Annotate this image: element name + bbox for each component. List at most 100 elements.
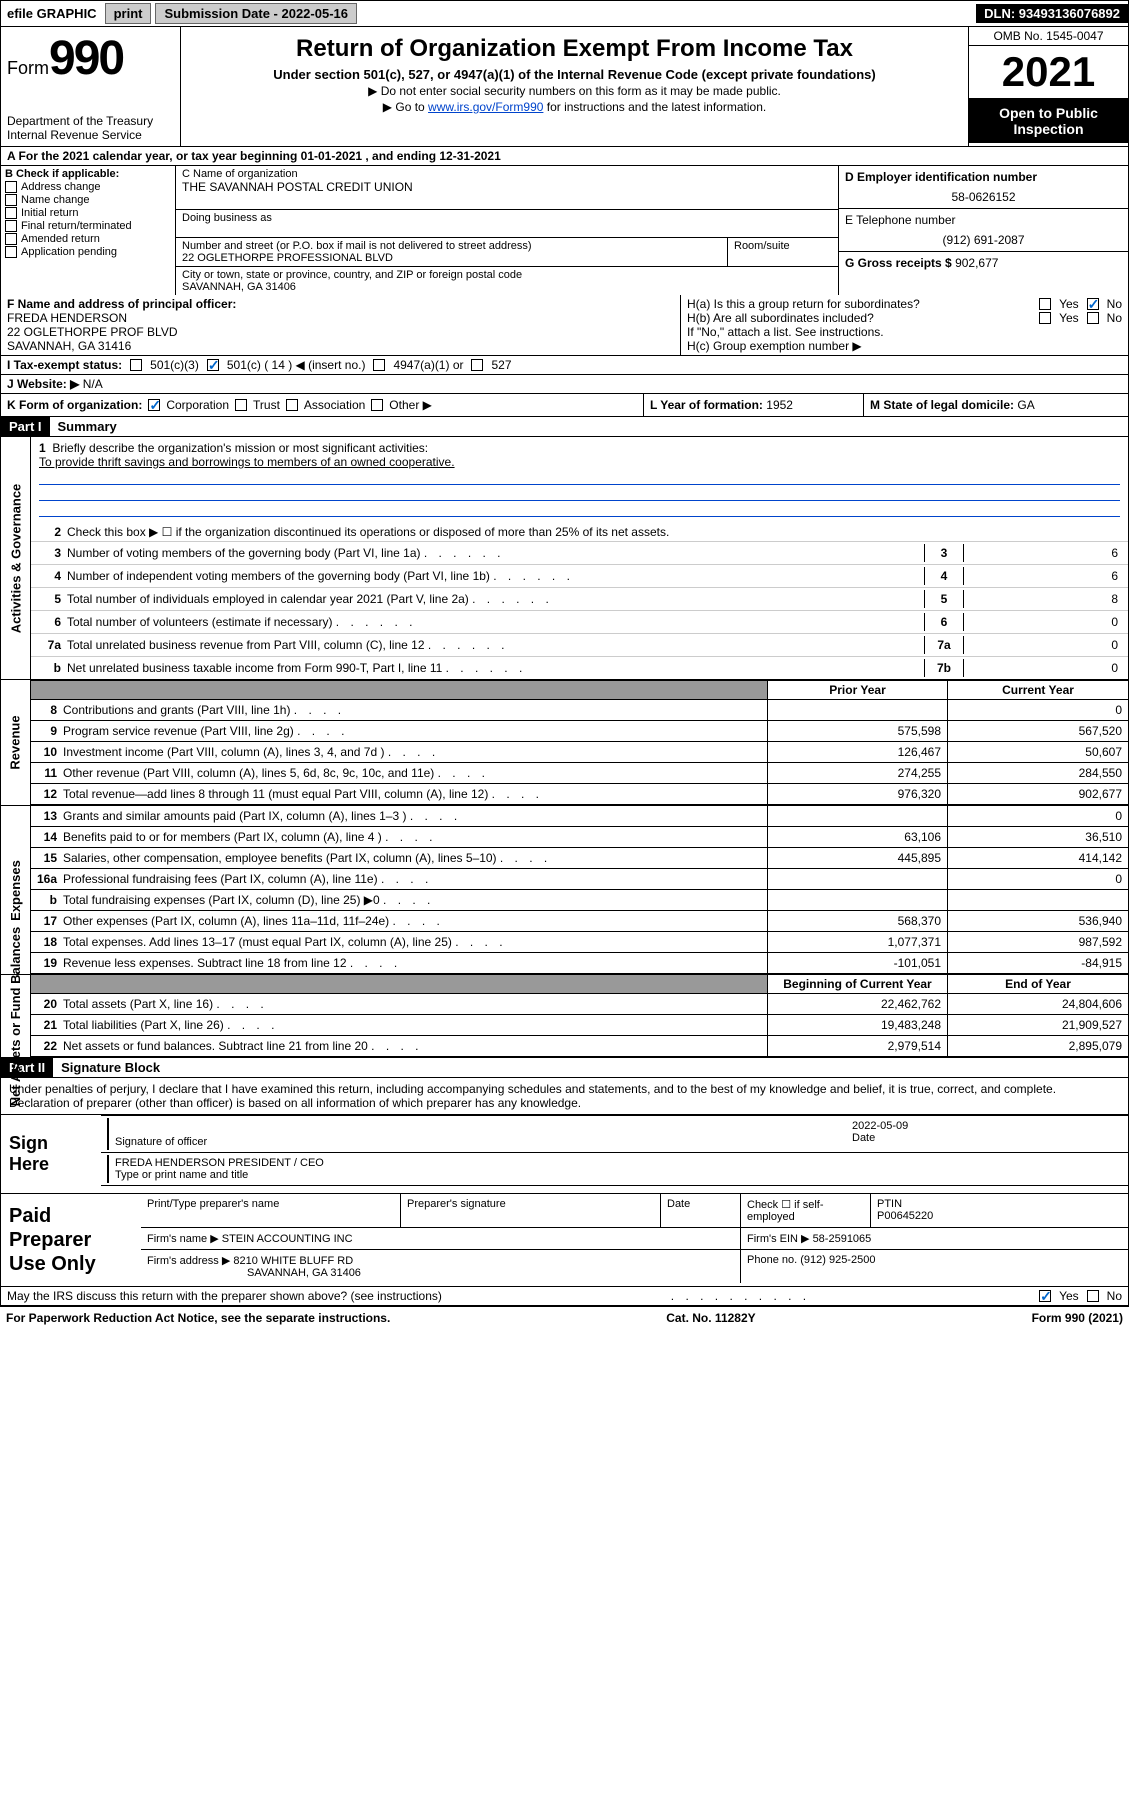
- gov-line: 5Total number of individuals employed in…: [31, 588, 1128, 611]
- gov-line: 7aTotal unrelated business revenue from …: [31, 634, 1128, 657]
- print-button[interactable]: print: [105, 3, 152, 24]
- vlabel-net: Net Assets or Fund Balances: [1, 975, 31, 1057]
- omb-number: OMB No. 1545-0047: [969, 27, 1128, 46]
- hdr-current: Current Year: [948, 681, 1128, 699]
- col-c-org: C Name of organization THE SAVANNAH POST…: [176, 166, 838, 295]
- m-val: GA: [1017, 398, 1034, 412]
- h-b-label: H(b) Are all subordinates included?: [687, 311, 874, 325]
- chk-initial[interactable]: [5, 207, 17, 219]
- city-label: City or town, state or province, country…: [182, 269, 832, 281]
- f-block: F Name and address of principal officer:…: [1, 295, 681, 355]
- instr-ssn: ▶ Do not enter social security numbers o…: [189, 84, 960, 98]
- h-c-label: H(c) Group exemption number ▶: [687, 339, 1122, 353]
- gov-line: bNet unrelated business taxable income f…: [31, 657, 1128, 679]
- sig-date-label: Date: [852, 1132, 1120, 1144]
- cat-no: Cat. No. 11282Y: [666, 1311, 755, 1325]
- dept-treasury: Department of the Treasury Internal Reve…: [7, 114, 174, 142]
- h-a-no[interactable]: [1087, 298, 1099, 310]
- firm-ein-label: Firm's EIN ▶: [747, 1233, 810, 1245]
- name-label: Type or print name and title: [115, 1169, 1120, 1181]
- firm-city: SAVANNAH, GA 31406: [247, 1267, 361, 1279]
- website-value: N/A: [83, 377, 103, 391]
- k-assoc: Association: [304, 398, 365, 412]
- officer-name: FREDA HENDERSON: [7, 311, 674, 325]
- chk-corp[interactable]: [148, 399, 160, 411]
- data-line: 14Benefits paid to or for members (Part …: [31, 827, 1128, 848]
- vlabel-governance: Activities & Governance: [1, 437, 31, 679]
- chk-527[interactable]: [471, 359, 483, 371]
- dba-label: Doing business as: [182, 212, 832, 224]
- irs-link[interactable]: www.irs.gov/Form990: [428, 100, 543, 114]
- submission-date-button[interactable]: Submission Date - 2022-05-16: [155, 3, 357, 24]
- data-line: 20Total assets (Part X, line 16) . . . .…: [31, 994, 1128, 1015]
- chk-final[interactable]: [5, 220, 17, 232]
- chk-pending[interactable]: [5, 246, 17, 258]
- officer-signature-line[interactable]: [115, 1120, 840, 1136]
- m-label: M State of legal domicile:: [870, 398, 1014, 412]
- sig-label: Signature of officer: [115, 1136, 840, 1148]
- part1-header-row: Part I Summary: [0, 417, 1129, 437]
- header-right: OMB No. 1545-0047 2021 Open to Public In…: [968, 27, 1128, 146]
- perjury-statement: Under penalties of perjury, I declare th…: [1, 1078, 1128, 1114]
- h-b-no[interactable]: [1087, 312, 1099, 324]
- ein-value: 58-0626152: [845, 190, 1122, 204]
- chk-501c[interactable]: [207, 359, 219, 371]
- opt-final: Final return/terminated: [21, 220, 132, 232]
- k-corp: Corporation: [166, 398, 229, 412]
- row-a-period: A For the 2021 calendar year, or tax yea…: [0, 147, 1129, 166]
- chk-address-change[interactable]: [5, 181, 17, 193]
- l-val: 1952: [766, 398, 793, 412]
- hdr-begin: Beginning of Current Year: [768, 975, 948, 993]
- chk-other[interactable]: [371, 399, 383, 411]
- chk-4947[interactable]: [373, 359, 385, 371]
- data-line: 19Revenue less expenses. Subtract line 1…: [31, 953, 1128, 974]
- h-a-label: H(a) Is this a group return for subordin…: [687, 297, 920, 311]
- dln-label: DLN: 93493136076892: [976, 4, 1128, 23]
- section-expenses: Expenses 13Grants and similar amounts pa…: [0, 806, 1129, 975]
- h-a-yes[interactable]: [1039, 298, 1051, 310]
- bottom-note: For Paperwork Reduction Act Notice, see …: [0, 1306, 1129, 1329]
- tax-year: 2021: [969, 46, 1128, 99]
- header-mid: Return of Organization Exempt From Incom…: [181, 27, 968, 146]
- discuss-yes[interactable]: [1039, 1290, 1051, 1302]
- rule3: [39, 503, 1120, 517]
- part2-header-row: Part II Signature Block: [0, 1058, 1129, 1078]
- top-toolbar: efile GRAPHIC print Submission Date - 20…: [0, 0, 1129, 27]
- firm-phone: (912) 925-2500: [800, 1254, 875, 1266]
- instr-link-row: ▶ Go to www.irs.gov/Form990 for instruct…: [189, 100, 960, 114]
- chk-501c3[interactable]: [130, 359, 142, 371]
- prep-h3: Date: [661, 1194, 741, 1227]
- addr-value: 22 OGLETHORPE PROFESSIONAL BLVD: [182, 252, 721, 264]
- officer-name-printed: FREDA HENDERSON PRESIDENT / CEO: [115, 1157, 1120, 1169]
- h-note: If "No," attach a list. See instructions…: [687, 325, 1122, 339]
- sign-here-label: Sign Here: [1, 1115, 101, 1193]
- yes1: Yes: [1059, 311, 1079, 325]
- chk-trust[interactable]: [235, 399, 247, 411]
- prep-h2: Preparer's signature: [401, 1194, 661, 1227]
- form-title: Return of Organization Exempt From Incom…: [189, 35, 960, 63]
- line1-label: Briefly describe the organization's miss…: [52, 441, 428, 455]
- data-line: 8Contributions and grants (Part VIII, li…: [31, 700, 1128, 721]
- chk-name-change[interactable]: [5, 194, 17, 206]
- section-net-assets: Net Assets or Fund Balances Beginning of…: [0, 975, 1129, 1058]
- data-line: 13Grants and similar amounts paid (Part …: [31, 806, 1128, 827]
- header-left: Form 990 Department of the Treasury Inte…: [1, 27, 181, 146]
- signature-block: Under penalties of perjury, I declare th…: [0, 1078, 1129, 1287]
- no0: No: [1107, 297, 1122, 311]
- vlabel-revenue: Revenue: [1, 680, 31, 805]
- dots: . . . . . . . . . .: [671, 1289, 810, 1303]
- firm-name: STEIN ACCOUNTING INC: [222, 1233, 353, 1245]
- efile-label: efile GRAPHIC: [1, 4, 103, 23]
- chk-assoc[interactable]: [286, 399, 298, 411]
- officer-addr: 22 OGLETHORPE PROF BLVD: [7, 325, 674, 339]
- row-i-status: I Tax-exempt status: 501(c)(3) 501(c) ( …: [0, 356, 1129, 375]
- data-line: 11Other revenue (Part VIII, column (A), …: [31, 763, 1128, 784]
- i-o3: 4947(a)(1) or: [393, 358, 463, 372]
- form-subtitle: Under section 501(c), 527, or 4947(a)(1)…: [189, 67, 960, 82]
- hdr-prior: Prior Year: [768, 681, 948, 699]
- discuss-no[interactable]: [1087, 1290, 1099, 1302]
- rule2: [39, 487, 1120, 501]
- chk-amended[interactable]: [5, 233, 17, 245]
- form-word: Form: [7, 58, 49, 79]
- h-b-yes[interactable]: [1039, 312, 1051, 324]
